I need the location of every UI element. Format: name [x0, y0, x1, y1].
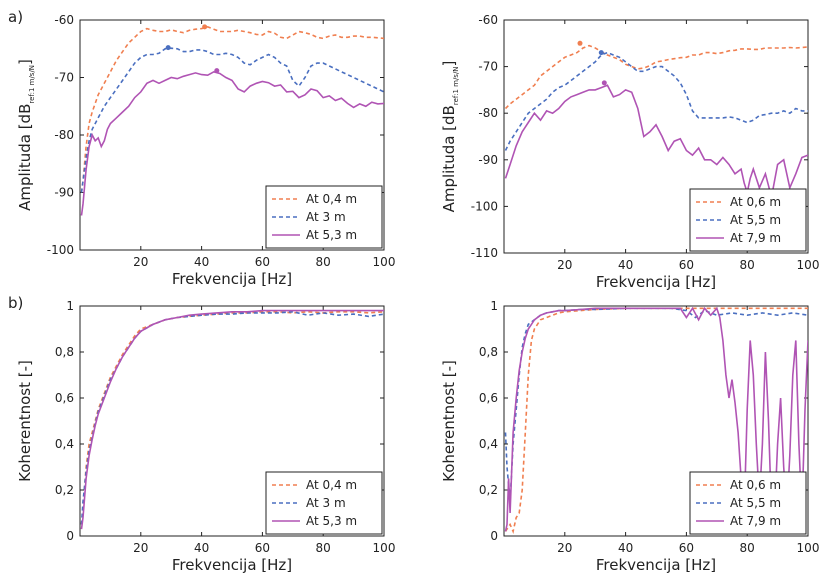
- x-tick-label: 80: [316, 541, 331, 555]
- y-axis-label: Amplituda [dBref:1 m/s/N]: [16, 59, 36, 211]
- legend: At 0,4 m At 3 m At 5,3 m: [265, 471, 383, 535]
- chart-2: 20 40 60 80 100 -110 -100 -90 -80 -70 -60 Frekvenci…: [440, 13, 819, 291]
- x-tick-label: 100: [797, 258, 820, 272]
- panel-label-b: b): [8, 294, 23, 312]
- y-tick-label: -90: [54, 186, 74, 200]
- x-tick-label: 80: [316, 255, 331, 269]
- x-tick-label: 40: [194, 541, 209, 555]
- series-group: [80, 309, 384, 530]
- peak-marker-2: [165, 45, 171, 51]
- x-tick-label: 100: [373, 541, 396, 555]
- y-axis-label: Koherentnost [-]: [16, 360, 34, 482]
- series-line-3: [504, 306, 808, 532]
- x-tick-label: 60: [255, 541, 270, 555]
- x-tick-label: 40: [618, 541, 633, 555]
- peak-marker-2: [598, 50, 604, 56]
- series-line-1: [504, 44, 808, 110]
- peak-marker-1: [202, 24, 208, 30]
- legend-label-3: At 5,3 m: [306, 228, 357, 242]
- legend-label-3: At 7,9 m: [730, 231, 781, 245]
- chart-4: 20 40 60 80 100 0 0,2 0,4 0,6 0,8 1 Frekvencija [Hz…: [440, 299, 819, 574]
- series-line-3: [80, 309, 384, 530]
- panel-label-a: a): [8, 8, 23, 26]
- x-tick-label: 20: [133, 255, 148, 269]
- legend: At 0,4 m At 3 m At 5,3 m: [265, 185, 383, 249]
- legend-label-1: At 0,4 m: [306, 192, 357, 206]
- y-tick-label: 0,8: [55, 345, 74, 359]
- y-tick-label: -80: [478, 106, 498, 120]
- legend-box: [689, 188, 807, 252]
- y-tick-label: 0: [66, 529, 74, 543]
- legend-box: [689, 471, 807, 535]
- x-axis-label: Frekvencija [Hz]: [172, 556, 292, 574]
- legend: At 0,6 m At 5,5 m At 7,9 m: [689, 471, 807, 535]
- x-tick-label: 60: [679, 258, 694, 272]
- x-axis-label: Frekvencija [Hz]: [172, 270, 292, 288]
- legend-label-2: At 3 m: [306, 210, 346, 224]
- y-tick-label: 0,2: [55, 483, 74, 497]
- x-tick-label: 20: [557, 541, 572, 555]
- legend-label-3: At 7,9 m: [730, 514, 781, 528]
- x-tick-label: 20: [557, 258, 572, 272]
- chart-3: 20 40 60 80 100 0 0,2 0,4 0,6 0,8 1 Frekvencija [Hz…: [16, 299, 395, 574]
- y-tick-label: 0,4: [479, 437, 498, 451]
- series-line-3: [504, 84, 808, 198]
- x-tick-label: 80: [740, 258, 755, 272]
- x-tick-label: 40: [618, 258, 633, 272]
- y-tick-label: 0,4: [55, 437, 74, 451]
- x-axis-label: Frekvencija [Hz]: [596, 556, 716, 574]
- x-axis-label: Frekvencija [Hz]: [596, 273, 716, 291]
- y-tick-label: -70: [478, 60, 498, 74]
- series-line-2: [504, 51, 808, 151]
- y-tick-label: 0,6: [479, 391, 498, 405]
- y-tick-label: -90: [478, 153, 498, 167]
- legend-label-1: At 0,4 m: [306, 478, 357, 492]
- legend-label-2: At 3 m: [306, 496, 346, 510]
- legend-box: [265, 471, 383, 535]
- y-tick-label: 1: [66, 299, 74, 313]
- series-group: [80, 24, 384, 216]
- x-tick-label: 100: [373, 255, 396, 269]
- series-group: [504, 306, 808, 534]
- legend-label-1: At 0,6 m: [730, 478, 781, 492]
- legend-label-2: At 5,5 m: [730, 213, 781, 227]
- x-tick-label: 100: [797, 541, 820, 555]
- series-line-1: [504, 307, 808, 534]
- y-tick-label: 0: [490, 529, 498, 543]
- legend-label-2: At 5,5 m: [730, 496, 781, 510]
- y-tick-label: -100: [471, 199, 498, 213]
- x-tick-label: 60: [679, 541, 694, 555]
- y-tick-label: -100: [47, 243, 74, 257]
- y-tick-label: -60: [478, 13, 498, 27]
- legend-label-3: At 5,3 m: [306, 514, 357, 528]
- series-line-2: [80, 47, 384, 193]
- y-tick-label: -110: [471, 246, 498, 260]
- y-tick-label: -80: [54, 128, 74, 142]
- y-tick-label: -60: [54, 13, 74, 27]
- legend-label-1: At 0,6 m: [730, 195, 781, 209]
- y-axis-label: Amplituda [dBref:1 m/s/N]: [440, 61, 460, 213]
- chart-1: 20 40 60 80 100 -100 -90 -80 -70 -60 Frekvencija […: [16, 13, 395, 288]
- y-tick-label: 0,8: [479, 345, 498, 359]
- x-tick-label: 60: [255, 255, 270, 269]
- y-axis-label: Koherentnost [-]: [440, 360, 458, 482]
- x-tick-label: 20: [133, 541, 148, 555]
- legend: At 0,6 m At 5,5 m At 7,9 m: [689, 188, 807, 252]
- peak-marker-1: [577, 40, 583, 46]
- y-tick-label: -70: [54, 71, 74, 85]
- peak-marker-3: [601, 80, 607, 86]
- series-group: [504, 40, 808, 198]
- x-tick-label: 80: [740, 541, 755, 555]
- legend-box: [265, 185, 383, 249]
- x-tick-label: 40: [194, 255, 209, 269]
- y-tick-label: 0,2: [479, 483, 498, 497]
- y-tick-label: 0,6: [55, 391, 74, 405]
- y-tick-label: 1: [490, 299, 498, 313]
- peak-marker-3: [214, 68, 220, 74]
